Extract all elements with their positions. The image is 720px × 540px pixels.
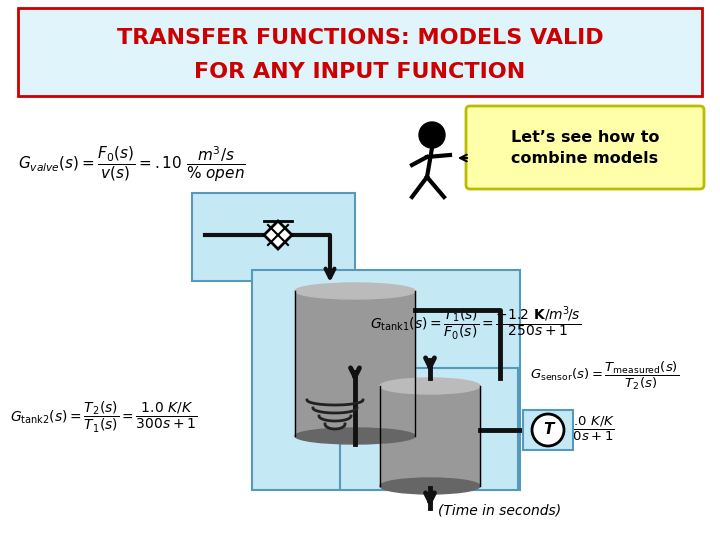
Polygon shape [264, 221, 292, 249]
Bar [295, 291, 415, 436]
Text: $G_{\mathrm{tank1}}(s) = \dfrac{T_1(s)}{F_0(s)} = \dfrac{-1.2\ \mathbf{K}/m^3\!/: $G_{\mathrm{tank1}}(s) = \dfrac{T_1(s)}{… [370, 305, 581, 343]
Text: (Time in seconds): (Time in seconds) [438, 503, 562, 517]
Circle shape [419, 122, 445, 148]
FancyBboxPatch shape [523, 410, 573, 450]
Text: $G_{valve}(s) = \dfrac{F_0(s)}{v(s)} = .10\ \dfrac{m^3/s}{\%\ open}$: $G_{valve}(s) = \dfrac{F_0(s)}{v(s)} = .… [18, 145, 246, 185]
Text: $= \dfrac{1.0\ K/K}{10s+1}$: $= \dfrac{1.0\ K/K}{10s+1}$ [548, 415, 616, 443]
FancyBboxPatch shape [18, 8, 702, 96]
Bar [380, 386, 480, 486]
FancyBboxPatch shape [192, 193, 355, 281]
Text: TRANSFER FUNCTIONS: MODELS VALID: TRANSFER FUNCTIONS: MODELS VALID [117, 28, 603, 48]
Circle shape [532, 414, 564, 446]
FancyBboxPatch shape [340, 368, 518, 490]
Text: $G_{\mathrm{tank2}}(s) = \dfrac{T_2(s)}{T_1(s)} = \dfrac{1.0\ K/K}{300s+1}$: $G_{\mathrm{tank2}}(s) = \dfrac{T_2(s)}{… [10, 400, 197, 435]
FancyBboxPatch shape [466, 106, 704, 189]
Text: Let’s see how to
combine models: Let’s see how to combine models [510, 130, 660, 166]
Text: FOR ANY INPUT FUNCTION: FOR ANY INPUT FUNCTION [194, 62, 526, 82]
Text: T: T [543, 422, 553, 437]
FancyBboxPatch shape [252, 270, 520, 490]
Ellipse shape [380, 478, 480, 494]
Text: $G_{\mathrm{sensor}}(s) = \dfrac{T_{\mathrm{measured}}(s)}{T_2(s)}$: $G_{\mathrm{sensor}}(s) = \dfrac{T_{\mat… [530, 360, 679, 393]
Ellipse shape [295, 428, 415, 444]
Ellipse shape [295, 283, 415, 299]
Ellipse shape [380, 378, 480, 394]
